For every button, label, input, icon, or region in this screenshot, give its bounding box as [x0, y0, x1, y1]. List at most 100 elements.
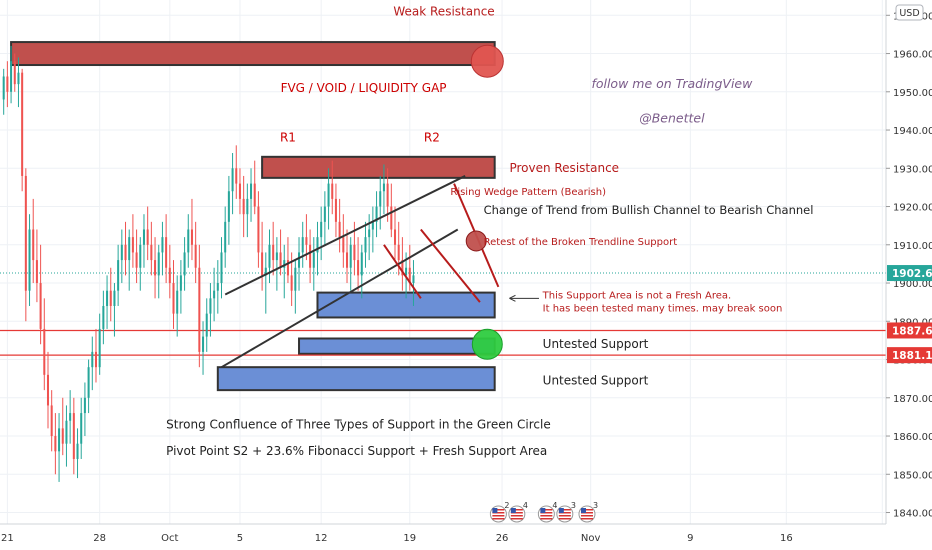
- candle-body: [91, 351, 94, 368]
- candle-body: [13, 61, 16, 85]
- candle-body: [187, 229, 190, 253]
- candle-body: [113, 290, 116, 306]
- price-tick-label: 1950.00: [893, 88, 932, 99]
- event-icons-layer[interactable]: 2 4 4 3 3: [489, 501, 598, 523]
- candle-body: [275, 252, 278, 261]
- untested-support-zone-1: [298, 337, 496, 355]
- candle-body: [334, 198, 337, 222]
- flag-canton: [580, 508, 586, 513]
- flag-stripe: [580, 512, 593, 514]
- time-tick-label: 5: [237, 533, 243, 544]
- weak-resistance-zone: [10, 41, 496, 67]
- candle-body: [6, 76, 9, 92]
- candle-body: [286, 260, 289, 276]
- candle-body: [109, 290, 112, 306]
- last-price-tag: [887, 265, 932, 282]
- follow-label: follow me on TradingView: [591, 76, 753, 91]
- level-line-1887-tag: [887, 322, 932, 339]
- candle-body: [209, 298, 212, 314]
- candle-body: [131, 237, 134, 253]
- retest-label: Retest of the Broken Trendline Support: [484, 237, 678, 248]
- economic-event-icon[interactable]: 2: [489, 501, 509, 523]
- flag-stripe: [540, 515, 553, 517]
- time-axis[interactable]: 21 28 Oct 5 12 19 26 Nov 9 16: [0, 523, 886, 550]
- flag-stripe: [492, 518, 505, 520]
- time-tick-label: 12: [315, 533, 328, 544]
- price-tick-label: 1840.00: [893, 509, 932, 520]
- candle-body: [146, 229, 149, 245]
- candle-body: [405, 267, 408, 276]
- candle-body: [135, 252, 138, 268]
- flag-stripe: [558, 509, 571, 511]
- flag-stripe: [580, 518, 593, 520]
- time-tick-label: Oct: [161, 533, 178, 544]
- candle-body: [246, 198, 249, 215]
- event-count: 4: [523, 501, 528, 510]
- candle-body: [309, 244, 312, 268]
- untested-support-zone-2: [216, 366, 496, 392]
- economic-event-icon[interactable]: 3: [578, 501, 598, 523]
- candle-body: [408, 267, 411, 284]
- time-tick-label: 19: [403, 533, 416, 544]
- price-tick-label: 1910.00: [893, 241, 932, 252]
- pivot-label: Pivot Point S2 + 23.6% Fibonacci Support…: [166, 444, 547, 458]
- candle-body: [264, 267, 267, 276]
- candle-body: [54, 436, 57, 452]
- flag-stripe: [540, 512, 553, 514]
- candle-body: [220, 252, 223, 284]
- flag-stripe: [492, 515, 505, 517]
- price-axis[interactable]: 1840.001850.001860.001870.001880.001890.…: [885, 0, 932, 550]
- candle-body: [216, 283, 219, 291]
- candle-body: [117, 260, 120, 291]
- economic-event-icon[interactable]: 3: [556, 501, 576, 523]
- candle-body: [290, 275, 293, 291]
- candle-body: [342, 237, 345, 253]
- flag-stripe: [558, 515, 571, 517]
- rising-wedge-label: Rising Wedge Pattern (Bearish): [450, 187, 606, 198]
- candle-body: [393, 229, 397, 245]
- level-line-1887-tag-text: 1887.60: [892, 325, 932, 337]
- candle-body: [279, 252, 282, 268]
- economic-event-icon[interactable]: 4: [537, 501, 557, 523]
- candle-body: [213, 290, 216, 299]
- candles-layer[interactable]: [2, 45, 415, 482]
- candle-body: [80, 413, 83, 444]
- untested-support-label-2: Untested Support: [543, 373, 649, 387]
- level-line-1881-tag: [887, 347, 932, 364]
- level-line-1881-tag-text: 1881.15: [892, 350, 932, 362]
- candle-body: [32, 229, 35, 261]
- price-tick-label: 1940.00: [893, 126, 932, 137]
- candle-body: [242, 198, 245, 215]
- candle-body: [35, 260, 38, 284]
- flag-canton: [558, 508, 564, 513]
- candle-body: [157, 252, 160, 276]
- candle-body: [305, 237, 308, 245]
- candle-body: [368, 229, 371, 238]
- candle-body: [224, 221, 227, 253]
- candle-body: [176, 290, 179, 314]
- price-tick-label: 1930.00: [893, 164, 932, 175]
- economic-event-icon[interactable]: 4: [508, 501, 528, 523]
- flag-stripe: [510, 512, 523, 514]
- candle-body: [231, 168, 234, 192]
- candle-body: [261, 252, 264, 276]
- candle-body: [69, 413, 72, 421]
- candle-body: [120, 244, 123, 261]
- currency-button[interactable]: USD: [895, 4, 924, 21]
- time-tick-label: 28: [93, 533, 106, 544]
- red-circle-weak-resistance: [470, 44, 504, 78]
- wedge-upper-line: [224, 175, 466, 296]
- r1-label: R1: [280, 131, 296, 145]
- price-tick-label: 1870.00: [893, 394, 932, 405]
- event-count: 2: [504, 501, 509, 510]
- trend-change-label: Change of Trend from Bullish Channel to …: [484, 203, 814, 217]
- time-axis-bg: [0, 524, 886, 550]
- candle-body: [379, 191, 382, 207]
- candle-body: [375, 206, 378, 222]
- candle-body: [327, 183, 330, 207]
- candle-body: [61, 428, 64, 444]
- level-lines-layer: [0, 272, 886, 356]
- candle-body: [124, 244, 127, 261]
- candle-body: [331, 183, 334, 199]
